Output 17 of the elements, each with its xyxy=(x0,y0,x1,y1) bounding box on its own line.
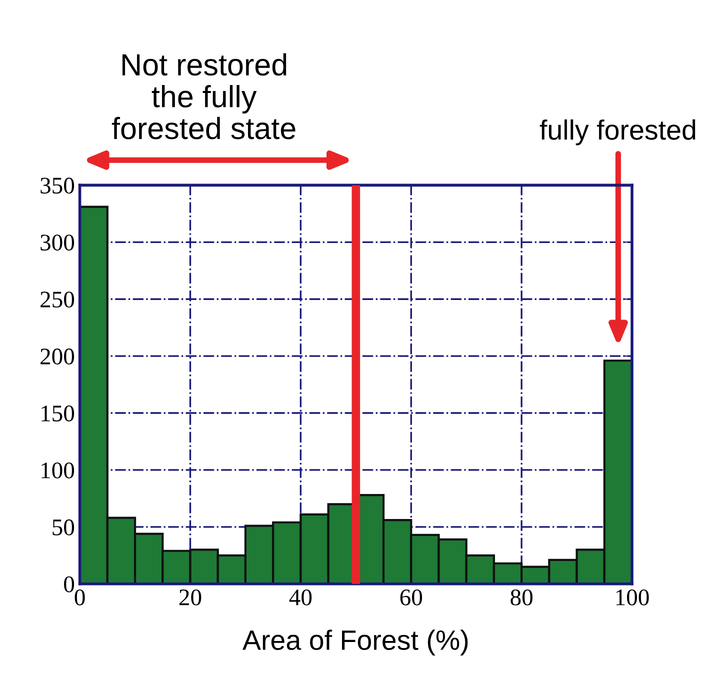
y-tick-label: 50 xyxy=(52,519,74,536)
y-tick-label: 250 xyxy=(40,292,74,308)
text: Not restored the fully forested state xyxy=(112,53,296,140)
y-tick-label: 0 xyxy=(64,576,74,592)
x-axis-title: Area of Forest (%) xyxy=(242,630,468,656)
x-tick-label: 100 xyxy=(616,589,649,606)
text: fully forested xyxy=(540,119,696,146)
y-tick-label: 350 xyxy=(40,178,74,194)
x-tick-label: 80 xyxy=(510,589,532,606)
y-tick-label: 150 xyxy=(42,406,74,422)
y-tick-label: 100 xyxy=(42,462,74,478)
x-tick-label: 60 xyxy=(400,589,422,606)
x-tick-label: 20 xyxy=(179,589,202,606)
y-tick-label: 200 xyxy=(40,348,74,364)
y-tick-label: 300 xyxy=(40,234,74,251)
x-tick-label: 40 xyxy=(289,589,312,606)
x-tick-label: 0 xyxy=(74,589,85,606)
